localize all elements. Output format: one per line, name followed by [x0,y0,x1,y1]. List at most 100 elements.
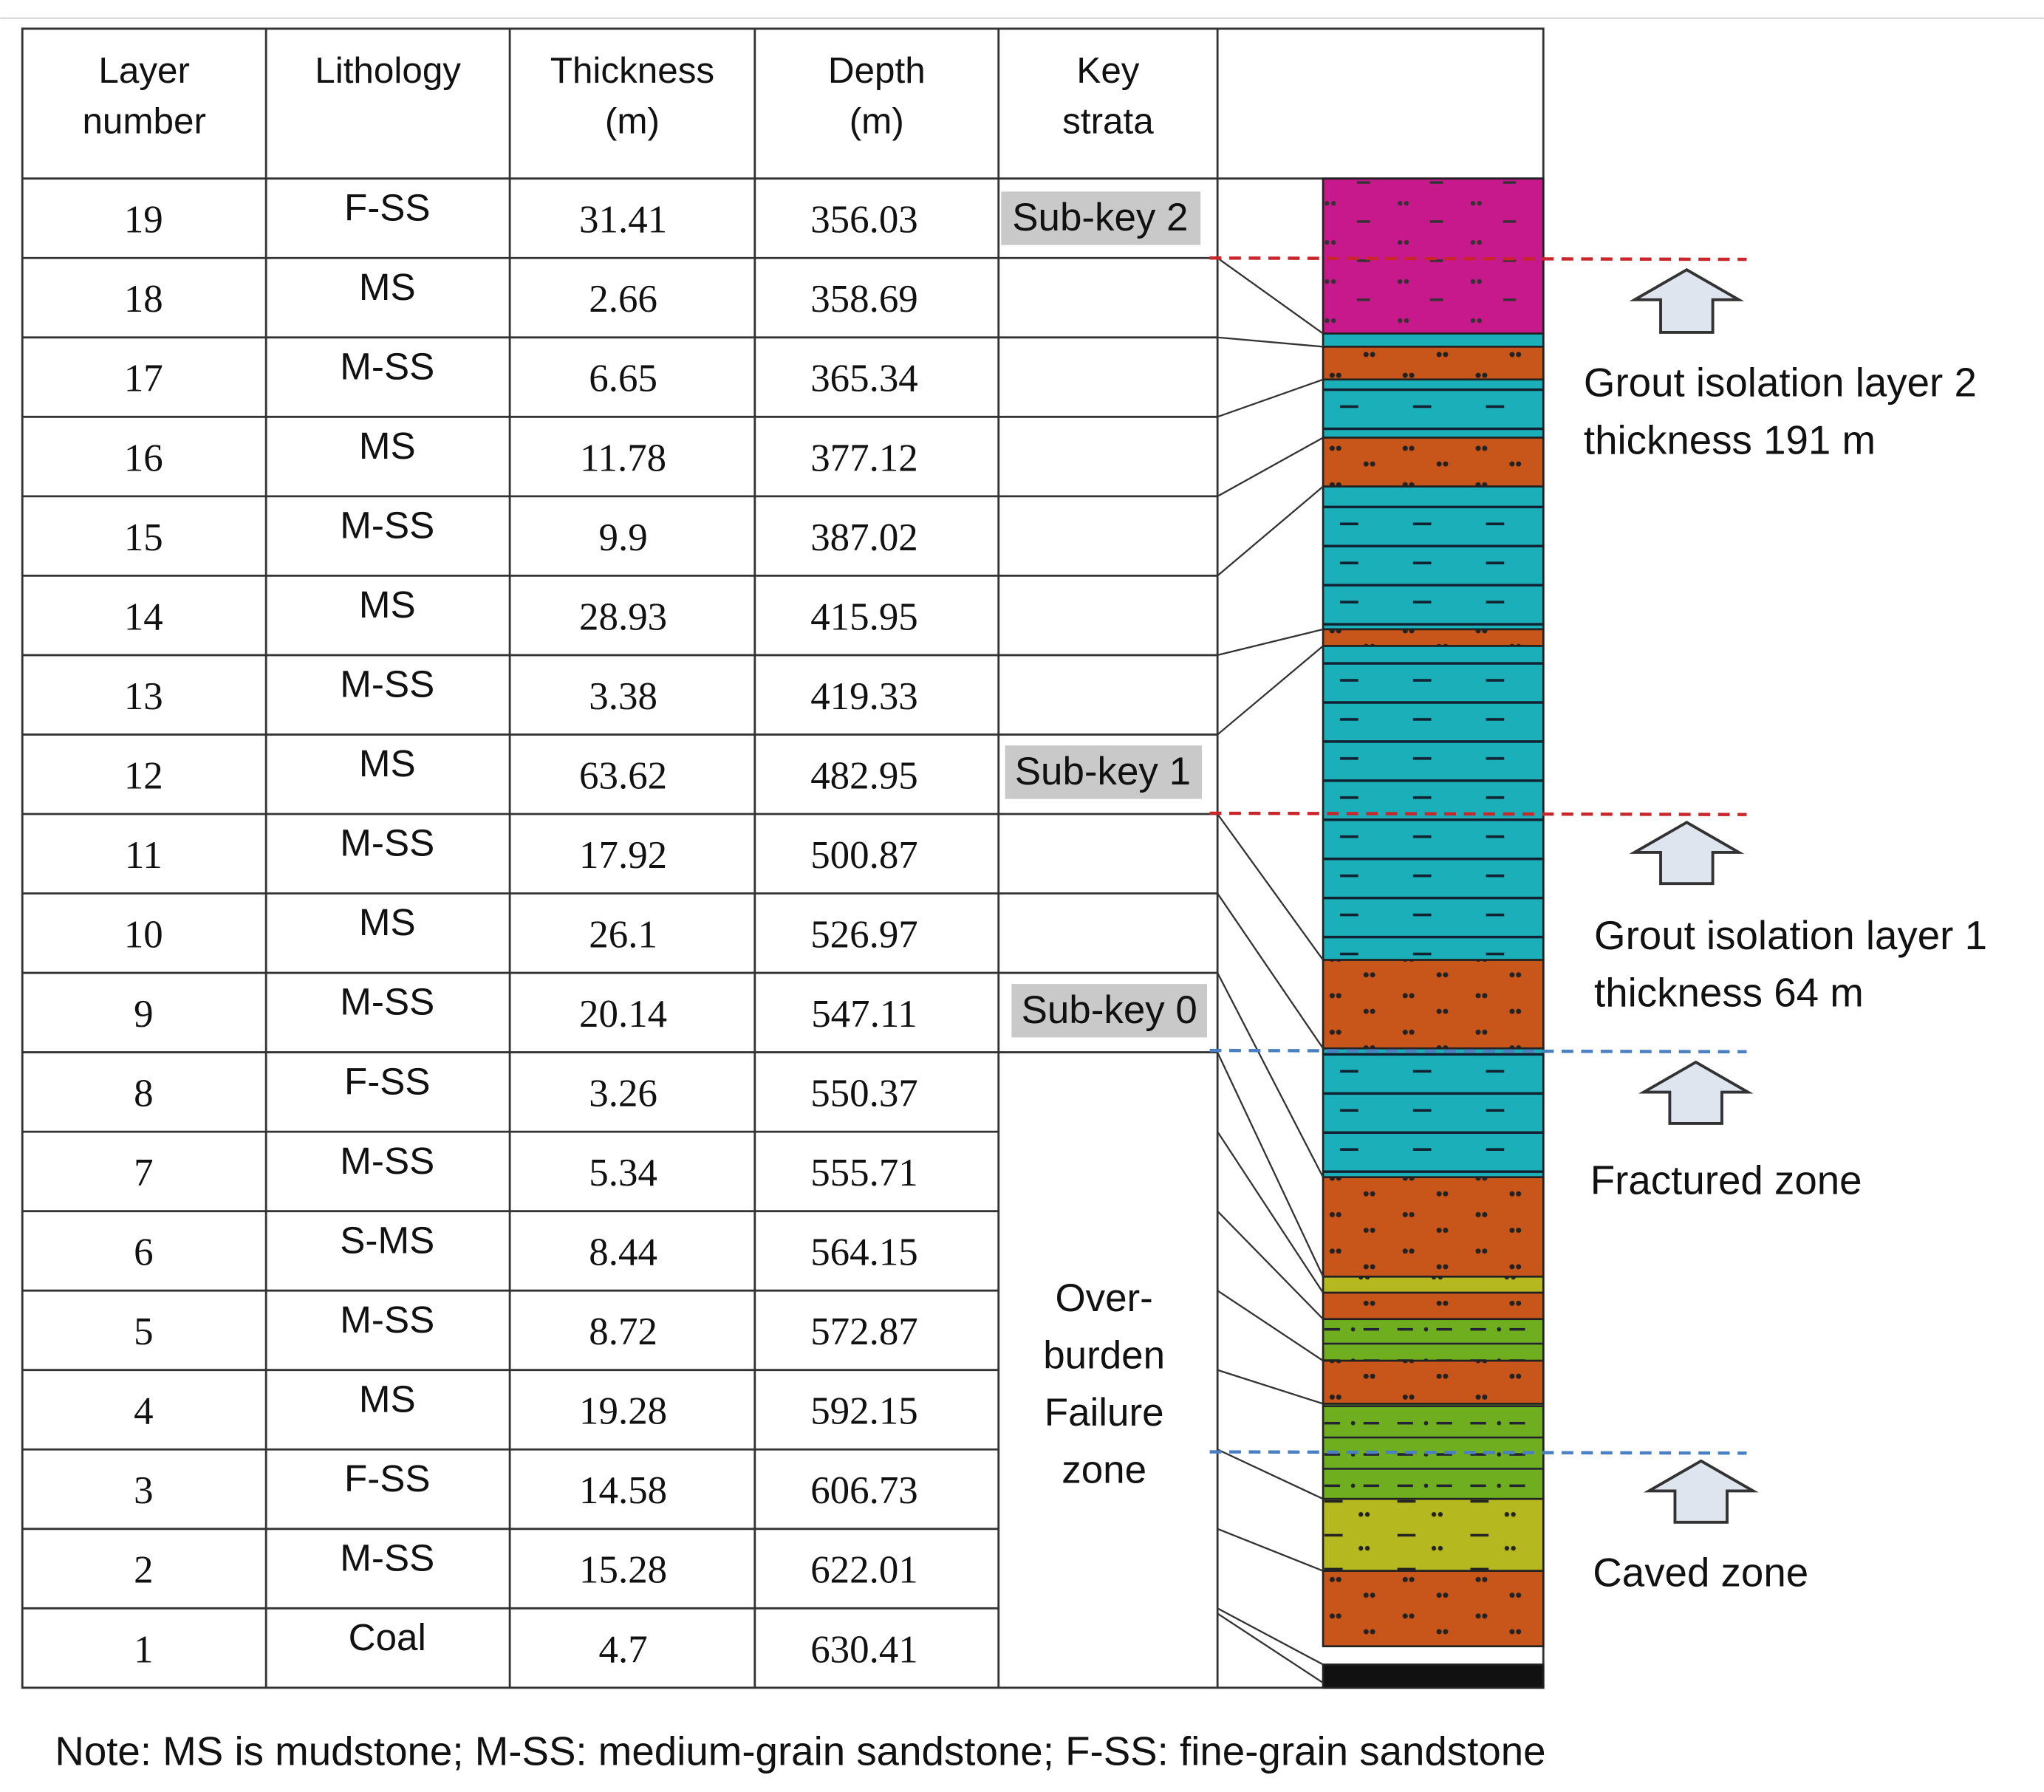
connector [1217,336,1324,348]
lithology: M-SS [340,822,434,864]
lithology: F-SS [344,186,431,228]
cell: 8.72 [589,1310,657,1353]
stratum [1322,378,1545,439]
cell: 5.34 [589,1152,657,1194]
connector [1217,437,1324,497]
cell: 3 [134,1469,153,1512]
lithology: S-MS [340,1219,434,1261]
lithology: M-SS [340,1299,434,1341]
connector [1217,813,1324,961]
cell: 6.65 [589,358,657,400]
cell: 365.34 [810,358,918,400]
cell: 31.41 [579,199,667,242]
key-label: Sub-key 2 [1012,196,1188,239]
arrow [1638,1060,1754,1125]
cell: 358.69 [810,278,918,321]
lithology: M-SS [340,505,434,547]
key-label: Sub-key 0 [1022,988,1197,1032]
stratum [1322,645,1545,961]
annotation: Grout isolation layer 1 [1594,912,1987,958]
annotation: Grout isolation layer 2 [1584,360,1977,406]
lithology: Coal [349,1616,426,1658]
connector [1217,1607,1324,1666]
cell: 8 [134,1073,153,1115]
zone-label: Failure [1045,1391,1164,1434]
stratum [1322,1497,1545,1572]
stratum [1322,1663,1545,1689]
boundary-line [1209,811,1747,816]
key-label-bg [1005,745,1202,799]
zone-label: zone [1062,1449,1146,1492]
cell: 3.26 [589,1073,657,1115]
connector [1217,1613,1324,1684]
stratum [1322,437,1545,488]
connector [1217,892,1325,1049]
cell: 11.78 [580,437,666,479]
stratum [1322,346,1545,381]
connector [1217,1290,1324,1362]
lithology: F-SS [344,1457,431,1499]
header-cell: (m) [605,101,660,142]
lithology: MS [359,425,416,467]
arrows [1629,267,1759,1524]
cell: 622.01 [810,1549,918,1592]
annotation: thickness 191 m [1584,417,1876,462]
connector [1217,1369,1324,1405]
cell: 6 [134,1231,153,1274]
cell: 500.87 [810,834,918,877]
stratum [1322,1318,1545,1362]
annotation: Caved zone [1593,1550,1808,1596]
cell: 5 [134,1310,153,1353]
cell: 592.15 [810,1390,918,1433]
cell: 526.97 [810,913,918,956]
stratum [1322,1176,1545,1278]
header-cell: (m) [850,101,904,142]
boundary-line [1209,256,1747,261]
stratum [1322,1570,1545,1648]
cell: 10 [124,913,163,956]
cell: 20.14 [579,993,667,1036]
annotation: Fractured zone [1590,1157,1862,1203]
cell: 547.11 [811,993,917,1036]
stratum [1322,485,1545,631]
header-cell: Depth [828,50,926,91]
connector [1217,1528,1324,1572]
key-label-bg [1011,984,1208,1038]
cell: 63.62 [579,754,667,797]
cell: 415.95 [810,595,918,638]
cell: 572.87 [810,1310,918,1353]
cell: 9 [134,993,153,1036]
lithology: MS [359,901,416,943]
stratum [1322,959,1545,1050]
connector [1217,1052,1325,1277]
connector [1217,1210,1324,1320]
lithology: MS [359,584,416,626]
arrow [1629,821,1745,886]
cell: 16 [124,437,163,479]
header-cell: Key [1076,50,1139,91]
lithology: F-SS [344,1060,431,1102]
table-border [21,27,1545,1689]
key-label: Sub-key 1 [1015,750,1191,793]
key-label-bg [1001,191,1201,245]
cell: 482.95 [810,754,918,797]
stratum [1322,1047,1545,1179]
lithology: MS [359,742,416,784]
header-cell: strata [1062,101,1154,142]
cell: 14 [124,595,163,638]
cell: 19.28 [579,1390,667,1433]
stratum [1322,1275,1545,1294]
connector [1217,257,1324,335]
header-cell: Lithology [315,50,461,91]
connector [1217,485,1324,577]
connector [1217,1449,1324,1500]
cell: 8.44 [589,1231,657,1274]
note: Note: MS is mudstone; M-SS: medium-grain… [55,1728,1545,1774]
connector [1217,378,1324,418]
lithology: MS [359,266,416,308]
cell: 4.7 [599,1628,648,1671]
cell: 1 [134,1628,153,1671]
cell: 7 [134,1152,153,1194]
lithology: M-SS [340,663,434,705]
stratum [1322,1291,1545,1321]
